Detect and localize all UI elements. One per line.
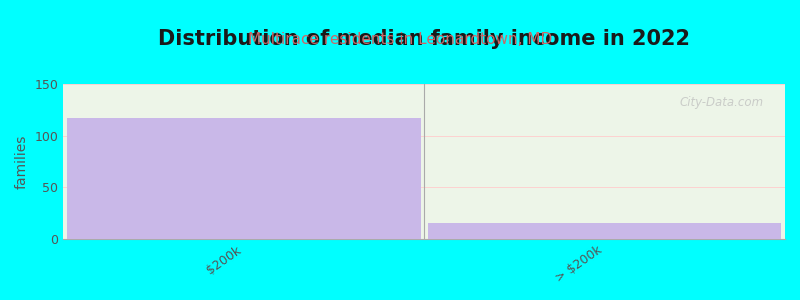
Bar <box>67 118 421 239</box>
Text: City-Data.com: City-Data.com <box>679 96 763 110</box>
Bar <box>428 223 782 239</box>
Y-axis label: families: families <box>15 134 29 189</box>
Title: Distribution of median family income in 2022: Distribution of median family income in … <box>158 29 690 49</box>
Text: Multirace residents in Leonardtown, MD: Multirace residents in Leonardtown, MD <box>248 32 552 46</box>
